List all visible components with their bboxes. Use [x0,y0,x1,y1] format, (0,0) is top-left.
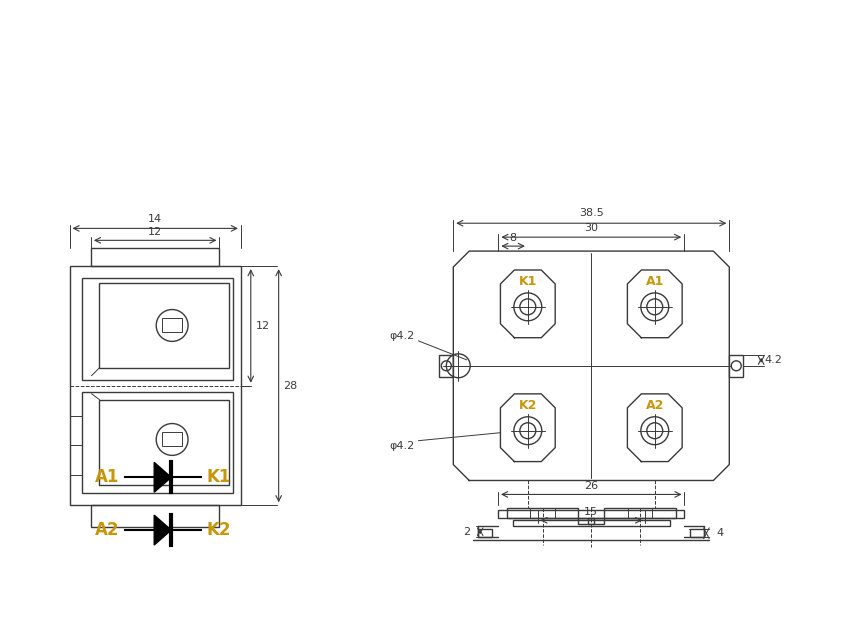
Text: 30: 30 [584,223,598,233]
Text: A2: A2 [646,399,664,412]
Polygon shape [155,462,171,492]
Bar [498,510,685,518]
Text: K2: K2 [207,521,231,539]
Polygon shape [155,515,171,545]
Text: 14: 14 [148,214,162,225]
Text: 4: 4 [716,529,723,538]
Text: A2: A2 [94,521,119,539]
Text: 12: 12 [148,227,162,237]
Text: 38.5: 38.5 [579,208,604,218]
Bar [578,518,604,524]
Text: φ4.2: φ4.2 [389,331,414,341]
Text: K1: K1 [519,275,537,289]
Text: φ4.2: φ4.2 [389,441,414,451]
Bar [162,319,182,333]
Text: 26: 26 [584,481,599,492]
Text: 28: 28 [283,381,297,391]
Text: A1: A1 [646,275,664,289]
Bar [91,248,219,266]
Bar [82,278,233,380]
Text: A1: A1 [95,468,119,487]
Bar [588,518,594,524]
Bar [691,529,704,537]
Bar [604,508,676,518]
Text: K1: K1 [207,468,231,487]
Text: K2: K2 [519,399,537,412]
Text: 12: 12 [256,321,270,331]
Bar [70,266,241,505]
Bar [507,508,578,518]
Bar [162,432,182,446]
Bar [82,392,233,494]
Bar [100,399,228,485]
Bar [91,505,219,527]
Bar [439,355,454,377]
Bar [100,283,228,368]
Bar [729,355,743,377]
Bar [513,520,669,526]
Text: 2: 2 [463,527,470,537]
Text: 8: 8 [509,233,517,243]
Text: 15: 15 [584,508,598,517]
Text: 4.2: 4.2 [765,356,782,365]
Bar [478,529,492,537]
